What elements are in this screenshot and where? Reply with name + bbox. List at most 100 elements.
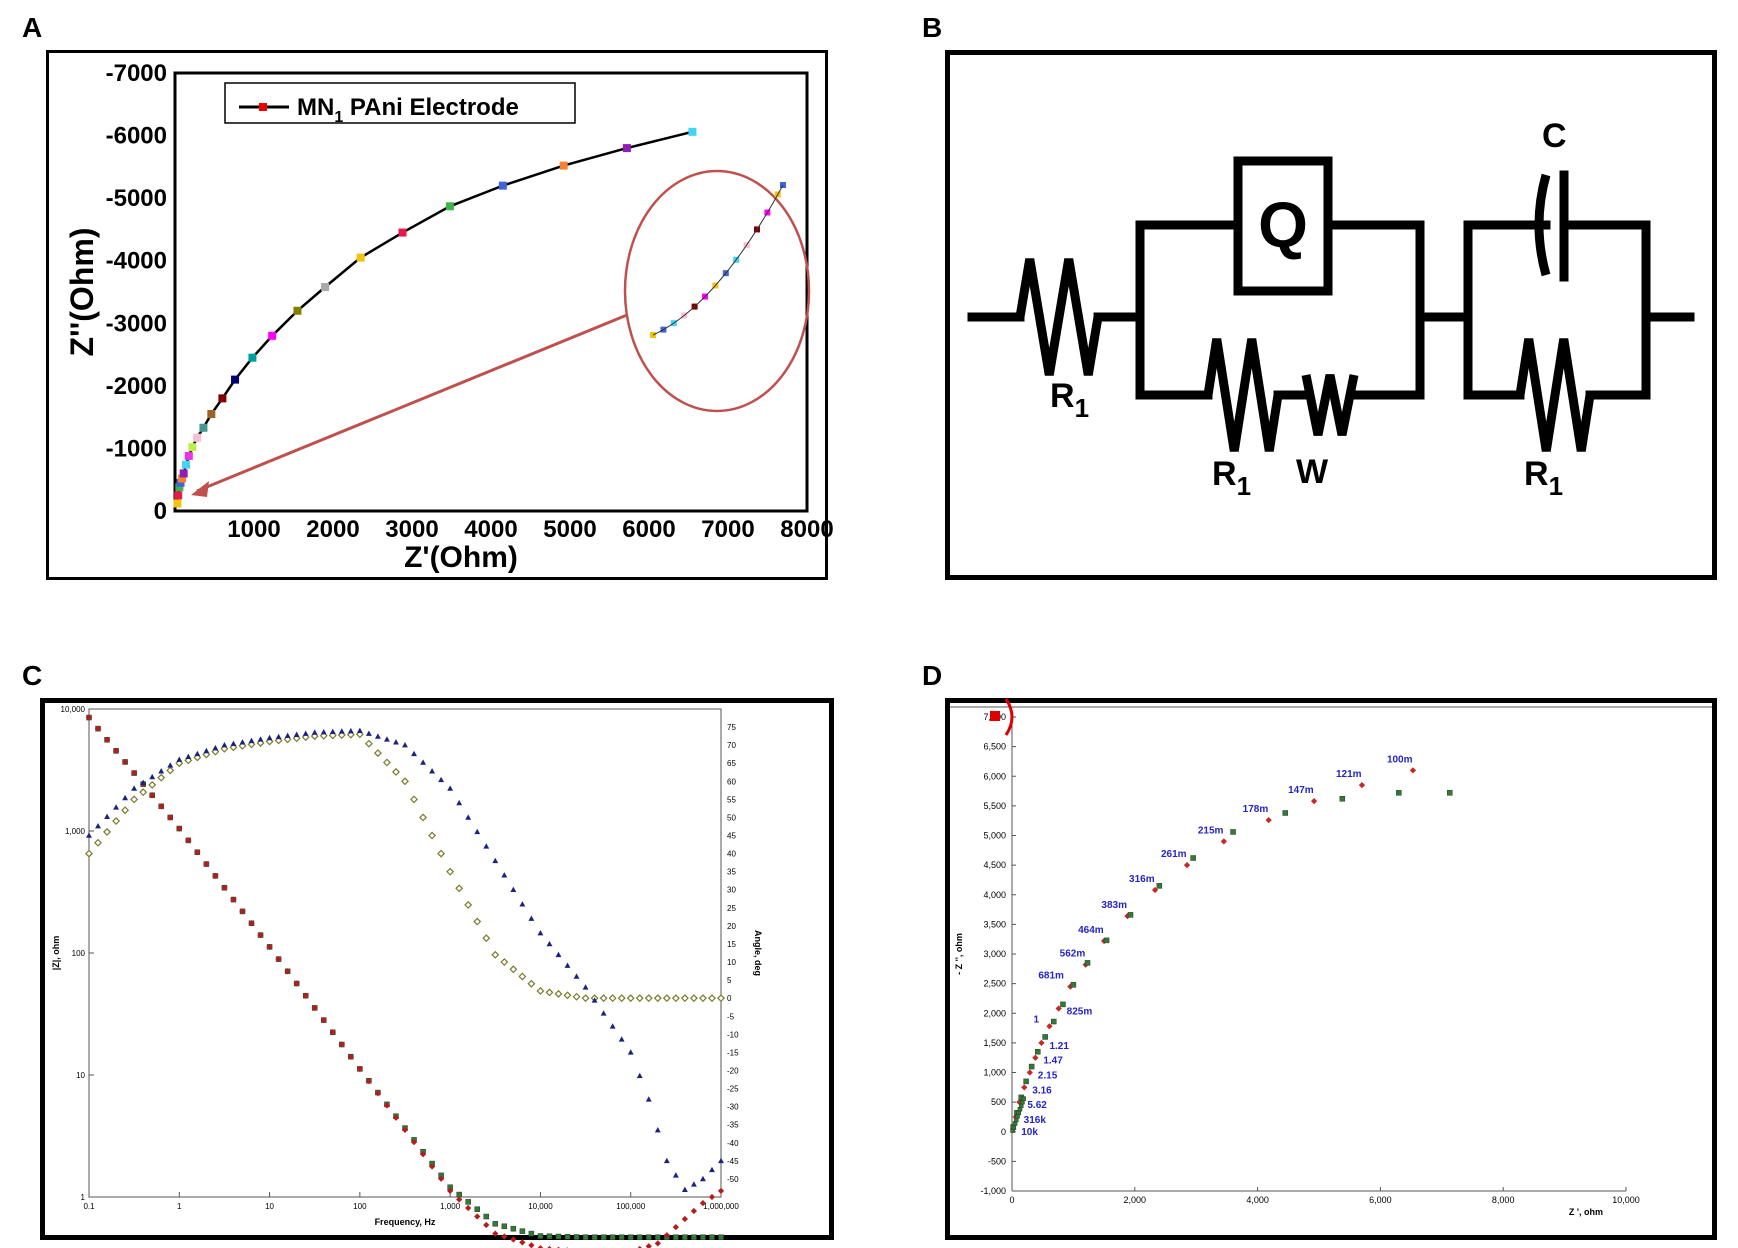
- frequency-label: 10k: [1021, 1127, 1038, 1138]
- y2-tick-label: -10: [727, 1030, 739, 1039]
- data-point: [328, 731, 337, 740]
- y2-tick-label: 25: [727, 904, 736, 913]
- y-tick-label: 500: [991, 1097, 1006, 1107]
- data-point: [1156, 883, 1163, 889]
- x-tick-label: 3000: [385, 516, 438, 543]
- data-point: [483, 1213, 490, 1220]
- data-point: [1035, 1049, 1041, 1055]
- data-point: [447, 785, 454, 791]
- data-point: [203, 747, 210, 754]
- resistor-r1-ct: [1203, 338, 1283, 452]
- data-point: [622, 144, 631, 153]
- x-tick-label: 8,000: [1492, 1195, 1515, 1205]
- data-point: [176, 825, 183, 832]
- data-point: [700, 1234, 706, 1241]
- data-point: [149, 792, 156, 799]
- data-point: [1396, 790, 1402, 796]
- equivalent-circuit: Q R1 R1 W R1 C: [967, 117, 1695, 501]
- y-tick-label: 4,000: [983, 890, 1006, 900]
- data-point: [600, 1010, 607, 1016]
- data-point: [456, 1196, 463, 1203]
- data-point: [483, 1221, 490, 1229]
- data-point: [131, 769, 138, 777]
- data-point: [519, 1228, 526, 1234]
- data-point: [173, 499, 182, 508]
- data-point: [456, 1191, 462, 1198]
- frequency-label: 316m: [1129, 874, 1155, 885]
- data-point: [182, 460, 191, 469]
- x-tick-label: 4,000: [1246, 1195, 1269, 1205]
- data-point: [338, 1041, 345, 1048]
- y-tick-label: -2000: [106, 373, 167, 400]
- data-point: [248, 920, 255, 927]
- x-tick-label: 1000: [227, 516, 280, 543]
- y-axis-title: Z''(Ohm): [64, 228, 100, 357]
- data-point: [356, 1065, 363, 1073]
- data-point: [112, 747, 120, 754]
- data-point: [398, 228, 407, 237]
- series-fit: [1010, 790, 1453, 1130]
- data-point: [618, 1234, 625, 1241]
- y-tick-label: 3,500: [983, 919, 1006, 929]
- data-point: [491, 950, 500, 959]
- x-tick-label: 1,000,000: [703, 1202, 739, 1211]
- y-tick-label: 3,000: [983, 949, 1006, 959]
- y-tick-label: 4,500: [983, 860, 1006, 870]
- data-point: [382, 758, 391, 767]
- data-point: [428, 831, 437, 840]
- data-point: [1046, 1023, 1053, 1030]
- data-point: [1127, 912, 1134, 918]
- frequency-label: 100m: [1387, 754, 1413, 765]
- data-point: [680, 994, 689, 1003]
- data-point: [498, 181, 507, 190]
- legend-label: MN1 PAni Electrode: [297, 94, 519, 126]
- data-point: [608, 994, 617, 1003]
- data-point: [1060, 1001, 1066, 1008]
- y-tick-label: 10: [76, 1071, 85, 1080]
- y2-tick-label: 60: [727, 777, 736, 786]
- data-point: [356, 727, 363, 733]
- data-point: [501, 1223, 508, 1230]
- data-point: [248, 737, 255, 744]
- data-point: [636, 1234, 643, 1241]
- data-point: [438, 776, 445, 783]
- data-point: [609, 1023, 616, 1029]
- y2-tick-label: 70: [727, 741, 736, 750]
- panel-a-nyquist: 0 -1000 -2000 -3000 -4000 -5000 -6000 -7000 1000…: [46, 50, 834, 580]
- data-point: [709, 1166, 715, 1173]
- data-point: [501, 1233, 508, 1240]
- data-point: [1084, 960, 1091, 966]
- data-point: [510, 1225, 517, 1232]
- data-point: [482, 934, 491, 943]
- y2-tick-label: 50: [727, 813, 736, 822]
- data-point: [176, 756, 183, 762]
- data-point: [636, 1072, 643, 1079]
- data-point: [167, 814, 174, 821]
- data-point: [1032, 1054, 1039, 1061]
- data-point: [374, 1090, 382, 1097]
- y2-axis-title: Angle, deg: [753, 930, 763, 976]
- data-point: [248, 353, 257, 362]
- data-point: [1042, 1034, 1048, 1040]
- data-point: [689, 994, 698, 1003]
- data-point: [1028, 1063, 1035, 1070]
- data-point: [717, 1187, 725, 1195]
- data-point: [402, 742, 408, 748]
- data-point: [591, 997, 598, 1003]
- data-point: [599, 994, 608, 1003]
- data-point: [563, 991, 572, 1000]
- data-point: [293, 980, 300, 987]
- data-point: [207, 410, 216, 419]
- data-point: [1183, 862, 1191, 869]
- data-point: [365, 1077, 373, 1085]
- data-point: [266, 943, 273, 951]
- data-point: [536, 986, 545, 995]
- cursor-marker: [990, 711, 1000, 721]
- y-tick-label: -1,000: [980, 1186, 1006, 1196]
- y2-tick-label: 45: [727, 832, 736, 841]
- data-point: [609, 1234, 616, 1241]
- x-tick-label: 2000: [306, 516, 359, 543]
- resistor-r1-2: [1515, 338, 1595, 452]
- data-point: [1070, 982, 1077, 988]
- capacitor-plate-left: [1534, 173, 1551, 277]
